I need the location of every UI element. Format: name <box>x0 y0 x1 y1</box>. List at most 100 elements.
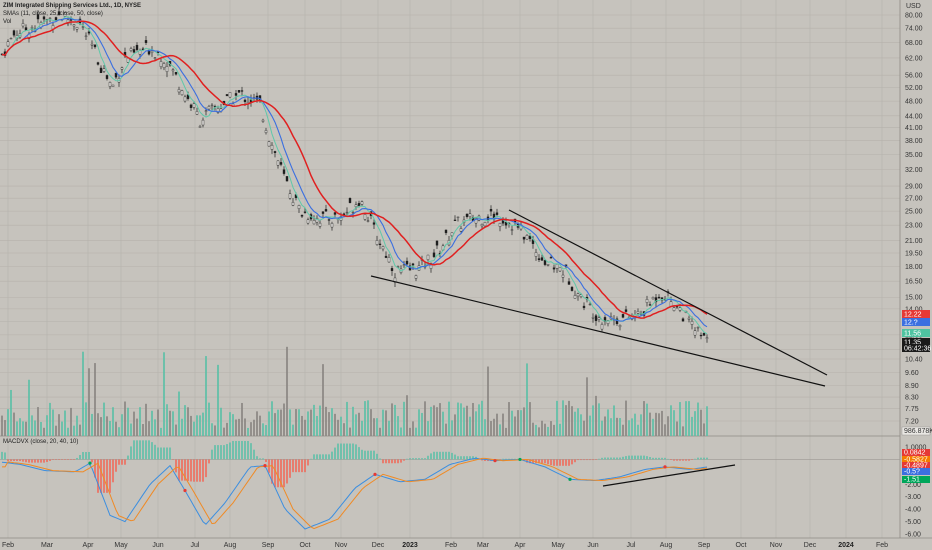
macd-histogram-bar <box>292 459 294 473</box>
volume-bar <box>73 425 75 436</box>
volume-bar <box>307 411 309 436</box>
volume-bar <box>7 409 9 436</box>
candle-body <box>243 99 247 102</box>
macd-histogram-bar <box>643 455 645 460</box>
volume-bars <box>1 346 708 436</box>
candle-body <box>291 202 295 206</box>
volume-bar <box>427 421 429 436</box>
macd-histogram-bar <box>682 459 684 461</box>
macd-histogram-bar <box>574 459 576 463</box>
volume-bar <box>202 412 204 436</box>
candle-body <box>111 84 115 87</box>
volume-bar <box>604 416 606 436</box>
candle-body <box>204 110 208 112</box>
macd-histogram-bar <box>592 459 594 461</box>
candle-body <box>228 92 232 98</box>
macd-histogram-bar <box>163 447 165 460</box>
candle-body <box>375 240 379 245</box>
macd-histogram-bar <box>553 459 555 466</box>
volume-bar <box>613 405 615 436</box>
macd-histogram-bar <box>550 459 552 466</box>
candle-body <box>705 337 709 339</box>
candle-body <box>24 27 28 31</box>
macd-histogram-bar <box>106 459 108 493</box>
macd-histogram-bar <box>121 459 123 465</box>
macd-histogram-bar <box>64 459 66 460</box>
volume-bar <box>211 423 213 436</box>
volume-bar <box>487 366 489 436</box>
price-tick-label: 56.00 <box>905 73 923 80</box>
volume-bar <box>619 418 621 436</box>
macd-histogram-bar <box>151 442 153 460</box>
volume-bar <box>175 424 177 436</box>
volume-bar <box>76 415 78 436</box>
candle-body <box>453 219 457 221</box>
volume-bar <box>424 401 426 436</box>
candle-body <box>183 96 187 102</box>
volume-bar <box>304 419 306 436</box>
volume-bar <box>88 368 90 436</box>
volume-bar <box>4 420 6 436</box>
macd-histogram-bar <box>685 459 687 461</box>
time-tick-label: Aug <box>224 542 237 549</box>
macd-tick-label: -2.00 <box>905 482 921 489</box>
candle-body <box>12 30 16 36</box>
macd-histogram-bar <box>298 459 300 473</box>
macd-histogram-bar <box>499 459 501 460</box>
macd-histogram-bar <box>652 457 654 460</box>
macd-histogram-bar <box>598 458 600 460</box>
macd-histogram-bar <box>265 459 267 462</box>
macd-histogram-bar <box>529 459 531 464</box>
trendlines <box>370 209 828 487</box>
macd-histogram-bar <box>640 455 642 460</box>
volume-bar <box>415 427 417 436</box>
macd-histogram-bar <box>460 456 462 460</box>
sma-lines <box>1 16 708 335</box>
candle-body <box>435 240 439 246</box>
price-tick-label: 18.00 <box>905 264 923 271</box>
volume-bar <box>322 364 324 436</box>
volume-bar <box>271 401 273 436</box>
volume-bar <box>685 401 687 436</box>
macd-histogram-bar <box>73 459 75 460</box>
macd-histogram-bar <box>694 458 696 460</box>
candle-body <box>180 90 184 96</box>
volume-badge-label: 986.878K <box>904 428 932 435</box>
macd-histogram-bar <box>328 454 330 460</box>
volume-bar <box>82 351 84 436</box>
candle-body <box>186 94 190 99</box>
candle-body <box>456 216 460 218</box>
volume-bar <box>625 400 627 436</box>
candle-body <box>357 203 361 207</box>
macd-histogram-bar <box>28 459 30 463</box>
price-badge <box>902 318 930 326</box>
candle-body <box>36 14 40 20</box>
macd-histogram-bar <box>568 459 570 466</box>
candle-body <box>555 264 559 269</box>
volume-bar <box>637 424 639 436</box>
macd-histogram-bar <box>544 459 546 464</box>
candle-body <box>432 252 436 257</box>
volume-bar <box>55 425 57 436</box>
volume-bar <box>268 411 270 436</box>
candle-body <box>510 229 514 231</box>
time-tick-label: May <box>114 542 128 549</box>
time-tick-label: Oct <box>300 542 311 549</box>
macd-histogram-bar <box>415 458 417 460</box>
macd-histogram-bar <box>181 459 183 481</box>
macd-histogram-bar <box>100 459 102 493</box>
candle-body <box>333 212 337 215</box>
macd-histogram-bar <box>376 453 378 460</box>
volume-bar <box>301 415 303 436</box>
volume-bar <box>628 420 630 436</box>
volume-bar <box>484 419 486 436</box>
volume-bar <box>388 420 390 436</box>
macd-histogram-bar <box>214 445 216 460</box>
candle-body <box>678 307 682 311</box>
volume-bar <box>508 402 510 436</box>
macd-histogram-bar <box>115 459 117 472</box>
volume-bar <box>244 418 246 436</box>
candle-body <box>75 26 79 30</box>
volume-bar <box>376 418 378 436</box>
